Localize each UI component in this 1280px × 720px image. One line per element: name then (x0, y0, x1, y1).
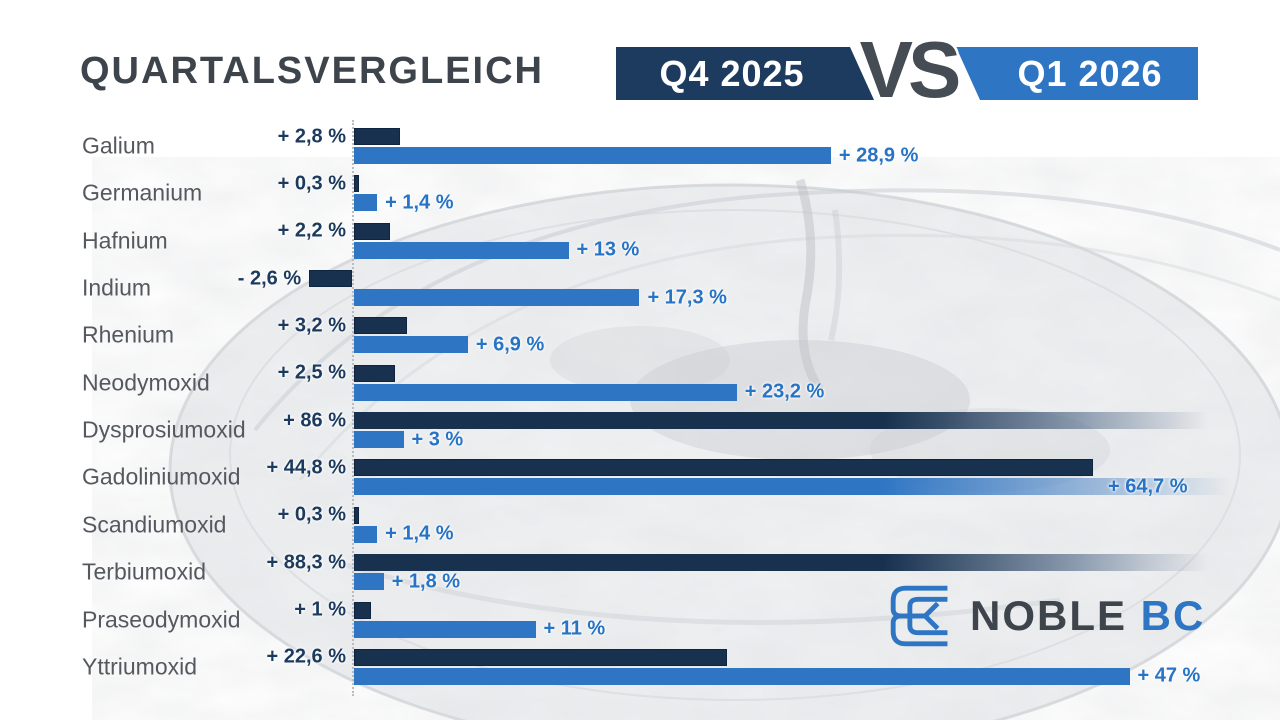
bar-q1-2026 (354, 194, 378, 212)
category-label: Yttriumoxid (82, 653, 198, 680)
value-label-q4: + 44,8 % (266, 456, 346, 479)
bar-q4-2025 (354, 506, 359, 524)
category-label: Dysprosiumoxid (82, 416, 246, 443)
category-label: Terbiumoxid (82, 558, 206, 585)
category-label: Praseodymoxid (82, 606, 241, 632)
category-label: Rhenium (82, 321, 175, 348)
category-label: Hafnium (82, 227, 168, 254)
bar-q4-2025 (309, 270, 352, 288)
value-label-q1: + 28,9 % (838, 144, 919, 166)
bar-q1-2026 (354, 431, 404, 449)
category-label: Galium (82, 132, 155, 159)
bar-q4-2025 (354, 222, 391, 240)
bar-q1-2026 (354, 289, 640, 307)
noble-bc-logo-mark (890, 585, 948, 647)
value-label-q4: - 2,6 % (237, 267, 302, 290)
bar-q4-2025 (354, 364, 396, 382)
logo-text-bc: BC (1140, 592, 1206, 639)
bar-q1-2026 (354, 620, 536, 638)
value-label-q4: + 3,2 % (277, 314, 346, 337)
value-label-q1: + 23,2 % (744, 380, 825, 403)
category-label: Germanium (82, 179, 203, 206)
bar-q1-2026 (354, 478, 1230, 496)
zero-baseline (352, 120, 354, 696)
page-title: QUARTALSVERGLEICH (80, 50, 544, 92)
category-label: Scandiumoxid (82, 511, 227, 538)
value-label-q4: + 88,3 % (266, 551, 346, 574)
value-label-q4: + 2,8 % (277, 125, 346, 147)
bar-q4-2025 (354, 459, 1094, 477)
bar-q1-2026 (354, 573, 384, 591)
badge-q1-label: Q1 2026 (1017, 52, 1163, 94)
badge-q1-2026: Q1 2026 (956, 47, 1198, 100)
bar-q1-2026 (354, 147, 831, 164)
value-label-q1: + 1,8 % (391, 570, 461, 593)
category-label: Indium (82, 274, 152, 301)
logo-text-noble: NOBLE (970, 592, 1127, 639)
value-label-q1: + 11 % (543, 617, 606, 640)
bar-q4-2025 (354, 412, 1208, 430)
bar-q4-2025 (354, 554, 1208, 572)
value-label-q1: + 1,4 % (385, 522, 454, 545)
value-label-q1: + 3 % (411, 428, 464, 451)
value-label-q4: + 0,3 % (277, 503, 346, 526)
bar-q1-2026 (354, 336, 468, 354)
value-label-q4: + 2,2 % (277, 219, 346, 242)
value-label-q4: + 86 % (283, 409, 346, 432)
badge-q4-2025: Q4 2025 (616, 47, 874, 100)
value-label-q4: + 0,3 % (277, 172, 346, 195)
bar-q4-2025 (354, 317, 407, 335)
bar-q1-2026 (354, 525, 378, 543)
bar-q1-2026 (354, 667, 1130, 685)
bar-q4-2025 (354, 648, 727, 666)
category-label: Neodymoxid (82, 369, 210, 396)
bar-q1-2026 (354, 383, 737, 401)
value-label-q4: + 2,5 % (277, 361, 346, 384)
value-label-q4: + 22,6 % (266, 645, 346, 668)
value-label-q1: + 1,4 % (385, 191, 454, 214)
value-label-q1: + 13 % (576, 238, 640, 261)
value-label-q1: + 17,3 % (647, 286, 727, 309)
category-label: Gadoliniumoxid (82, 463, 241, 490)
bar-q1-2026 (354, 241, 569, 259)
vs-divider-label: VS (859, 25, 962, 114)
value-label-q4: + 1 % (294, 598, 346, 621)
noble-bc-wordmark: NOBLE BC (970, 592, 1205, 640)
bar-q4-2025 (354, 175, 359, 193)
badge-q4-label: Q4 2025 (659, 52, 805, 94)
value-label-q1: + 47 % (1137, 664, 1201, 687)
bar-q4-2025 (354, 601, 371, 619)
noble-bc-logo: NOBLE BC (886, 584, 1205, 648)
value-label-q1: + 64,7 % (1108, 475, 1188, 498)
value-label-q1: + 6,9 % (475, 333, 545, 356)
bar-q4-2025 (354, 128, 401, 145)
